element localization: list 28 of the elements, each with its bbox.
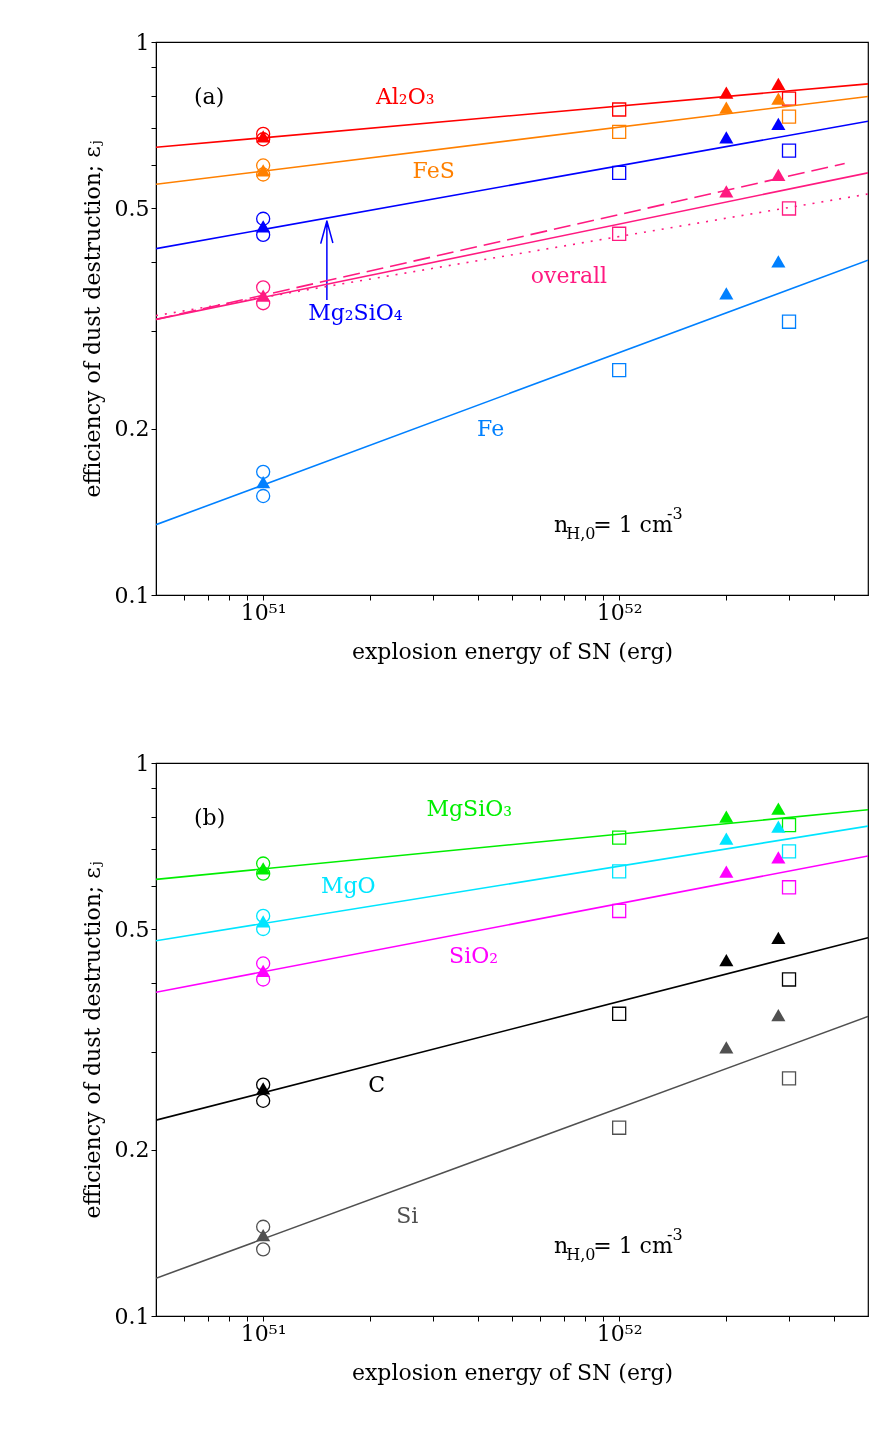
x-tick-label: 10⁵¹: [240, 1320, 287, 1346]
series-label: MgO: [320, 872, 376, 898]
y-tick-label: 0.2: [114, 1137, 150, 1163]
series-label: Al₂O₃: [374, 84, 435, 110]
annotation: (b): [194, 805, 226, 830]
y-axis-title: efficiency of dust destruction; εⱼ: [79, 140, 105, 498]
y-tick-label: 0.1: [114, 582, 150, 608]
text: Mg₂SiO₄: [308, 299, 403, 325]
series-label: MgSiO₃: [426, 795, 513, 821]
y-tick-label: 1: [135, 29, 150, 55]
annotation: (a): [194, 84, 225, 109]
y-tick-label: 0.1: [114, 1303, 150, 1329]
y-tick-label: 0.5: [114, 195, 150, 221]
x-tick-label: 10⁵¹: [240, 599, 287, 625]
x-tick-label: 10⁵²: [596, 599, 643, 625]
y-tick-label: 0.5: [114, 916, 150, 942]
x-tick-label: 10⁵²: [596, 1320, 643, 1346]
series-label: overall: [530, 263, 608, 289]
series-label: Si: [396, 1202, 419, 1228]
x-axis-title: explosion energy of SN (erg): [351, 1359, 674, 1385]
series-label: SiO₂: [449, 943, 499, 969]
x-axis-title: explosion energy of SN (erg): [351, 638, 674, 664]
series-label: FeS: [412, 158, 455, 184]
series-label: Fe: [477, 416, 505, 442]
y-tick-label: 0.2: [114, 416, 150, 442]
series-label: C: [368, 1071, 386, 1097]
y-axis-title: efficiency of dust destruction; εⱼ: [79, 861, 105, 1219]
y-tick-label: 1: [135, 750, 150, 776]
